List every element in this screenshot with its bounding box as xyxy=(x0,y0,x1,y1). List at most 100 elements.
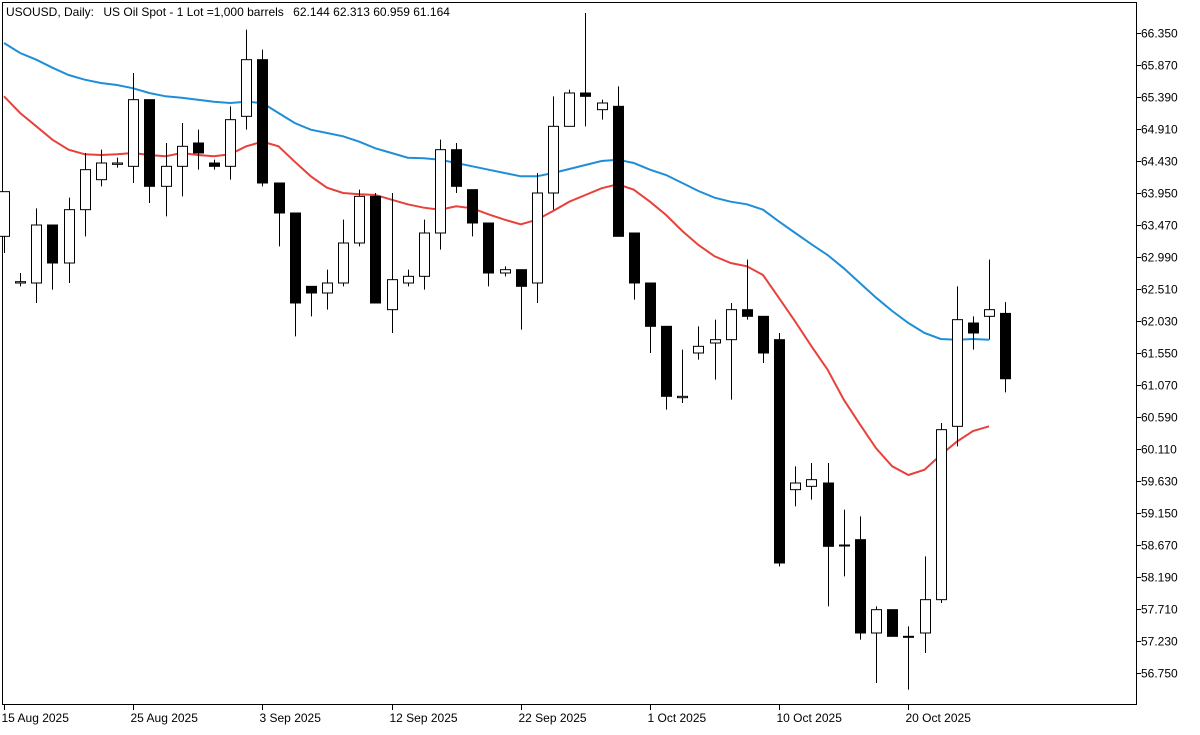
candle xyxy=(532,173,543,303)
candle-body-bear xyxy=(823,482,834,547)
candle xyxy=(629,232,640,300)
y-tick-label: 58.190 xyxy=(1141,571,1178,585)
candle-body-bull xyxy=(435,149,446,234)
y-tick-label: 57.710 xyxy=(1141,603,1178,617)
candle-body-bull xyxy=(0,191,10,237)
candle xyxy=(435,139,446,250)
candle-body-bull xyxy=(96,162,107,181)
candle-body-bull xyxy=(15,281,26,284)
candle-body-bull xyxy=(225,119,236,167)
ma-line-1 xyxy=(3,95,990,477)
candle-body-bull xyxy=(693,345,704,354)
candle xyxy=(920,556,931,653)
ma-line-2 xyxy=(3,42,990,341)
candle xyxy=(710,319,721,380)
candle-body-bull xyxy=(677,395,688,399)
y-tick-label: 62.510 xyxy=(1141,283,1178,297)
candle-body-bear xyxy=(290,212,301,304)
candle xyxy=(968,316,979,350)
candle-body-bear xyxy=(758,315,769,354)
candle-body-bull xyxy=(548,125,559,194)
candle xyxy=(839,509,850,577)
y-tick-label: 60.590 xyxy=(1141,411,1178,425)
candle xyxy=(742,259,753,320)
candle xyxy=(1000,302,1011,393)
candle-body-bear xyxy=(370,195,381,304)
candle-body-bear xyxy=(629,232,640,284)
candle xyxy=(516,269,527,330)
y-tick-label: 63.470 xyxy=(1141,219,1178,233)
candle xyxy=(96,149,107,187)
candle xyxy=(984,259,995,340)
candle xyxy=(290,212,301,337)
candle xyxy=(419,219,430,290)
candle-body-bull xyxy=(161,165,172,187)
x-tick-label: 15 Aug 2025 xyxy=(2,711,70,725)
candle-body-bull xyxy=(322,282,333,294)
candle-body-bull xyxy=(564,92,575,127)
candle xyxy=(322,269,333,310)
candle xyxy=(47,224,58,290)
y-tick-label: 56.750 xyxy=(1141,667,1178,681)
x-tick-label: 25 Aug 2025 xyxy=(131,711,199,725)
candle-body-bull xyxy=(839,544,850,547)
candle xyxy=(64,197,75,283)
candle-body-bear xyxy=(774,339,785,564)
candle-body-bear xyxy=(968,322,979,334)
y-tick-label: 57.230 xyxy=(1141,635,1178,649)
candle xyxy=(467,189,478,237)
time-axis: 15 Aug 2025 25 Aug 2025 3 Sep 2025 12 Sep 2… xyxy=(2,704,971,725)
candle xyxy=(193,129,204,170)
candle-body-bull xyxy=(31,224,42,284)
y-tick-label: 62.990 xyxy=(1141,251,1178,265)
candle-body-bear xyxy=(1000,312,1011,380)
candle xyxy=(338,219,349,287)
candle xyxy=(128,73,139,183)
candle-body-bull xyxy=(984,309,995,317)
x-tick-label: 1 Oct 2025 xyxy=(648,711,707,725)
candle-body-bear xyxy=(613,105,624,237)
candle-body-bear xyxy=(483,222,494,274)
candle xyxy=(80,153,91,237)
candle xyxy=(758,315,769,363)
candle-body-bull xyxy=(726,309,737,341)
candle xyxy=(677,349,688,403)
candle-body-bull xyxy=(128,99,139,167)
candle-body-bear xyxy=(209,162,220,167)
candle-body-bear xyxy=(274,182,285,214)
candle-body-bear xyxy=(306,285,317,294)
candle xyxy=(225,106,236,180)
candle xyxy=(177,123,188,197)
candle xyxy=(952,286,963,447)
symbol-label: USOUSD, Daily: xyxy=(6,5,94,19)
candle-body-bull xyxy=(354,195,365,244)
y-tick-label: 61.550 xyxy=(1141,347,1178,361)
candle-body-bull xyxy=(920,599,931,634)
candle-body-bull xyxy=(387,279,398,311)
y-tick-label: 64.910 xyxy=(1141,123,1178,137)
candle xyxy=(790,466,801,507)
candle xyxy=(774,333,785,567)
candle-body-bear xyxy=(516,269,527,287)
price-axis: 66.350 65.870 65.390 64.910 64.430 63.950 63.4… xyxy=(1136,27,1178,681)
description-label: US Oil Spot - 1 Lot =1,000 barrels xyxy=(103,5,283,19)
moving-averages xyxy=(3,42,990,477)
candle-body-bear xyxy=(742,309,753,317)
candle xyxy=(580,13,591,127)
candle xyxy=(661,325,672,410)
x-tick-label: 3 Sep 2025 xyxy=(260,711,322,725)
candle xyxy=(257,49,268,187)
candle xyxy=(144,99,155,203)
candle-body-bull xyxy=(710,339,721,344)
ohlc-label: 62.144 62.313 60.959 61.164 xyxy=(293,5,450,19)
candle-body-bear xyxy=(47,224,58,264)
x-tick-label: 22 Sep 2025 xyxy=(519,711,587,725)
candle xyxy=(0,191,10,253)
candle xyxy=(403,269,414,287)
x-tick-label: 10 Oct 2025 xyxy=(777,711,843,725)
candle-body-bull xyxy=(112,162,123,165)
candle-body-bull xyxy=(903,635,914,638)
candle xyxy=(855,516,866,640)
